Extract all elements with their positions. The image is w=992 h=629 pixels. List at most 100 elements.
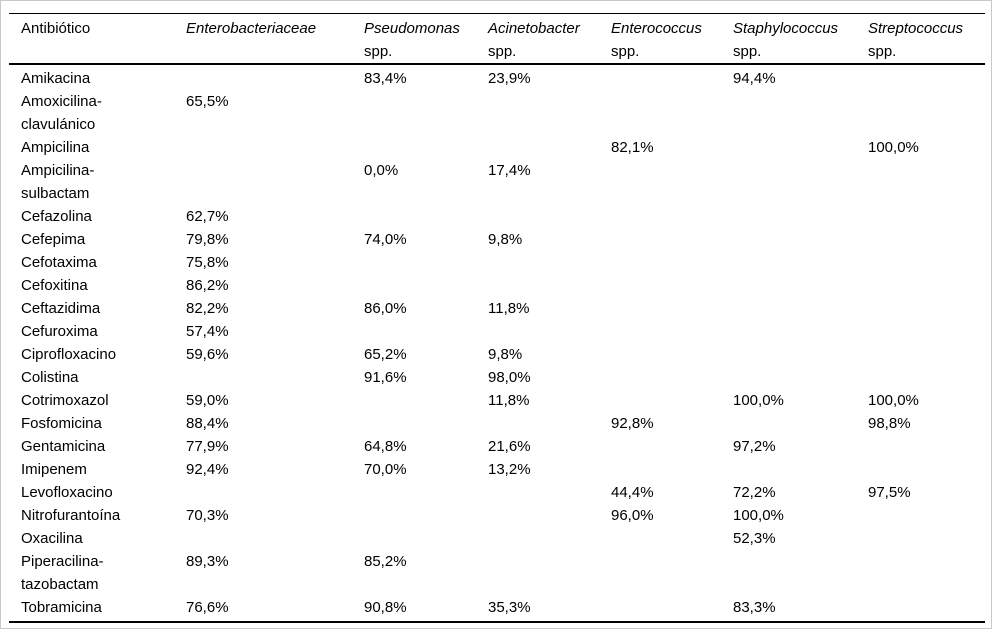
species-suffix: spp. [733, 43, 762, 60]
value-cell-streptococcus: 98,8% [868, 415, 911, 432]
value-cell-pseudomonas [352, 274, 476, 297]
value-cell-streptococcus [856, 458, 985, 481]
value-cell-enterococcus [599, 274, 721, 297]
value-cell-streptococcus [856, 596, 985, 622]
value-cell-enterobacteriaceae [174, 136, 352, 159]
species-suffix: spp. [364, 43, 393, 60]
antibiotic-name-cell: Amoxicilina- clavulánico [21, 93, 102, 133]
value-cell-enterococcus: 96,0% [611, 507, 654, 524]
value-cell-pseudomonas [352, 136, 476, 159]
value-cell-acinetobacter [476, 205, 599, 228]
value-cell-enterobacteriaceae: 62,7% [186, 208, 229, 225]
antibiotic-name-cell: Ampicilina [21, 139, 90, 156]
value-cell-pseudomonas [352, 481, 476, 504]
value-cell-pseudomonas: 86,0% [364, 300, 407, 317]
value-cell-enterococcus [599, 389, 721, 412]
value-cell-staphylococcus [721, 343, 856, 366]
value-cell-enterococcus [599, 550, 721, 596]
value-cell-enterococcus: 44,4% [611, 484, 654, 501]
value-cell-acinetobacter: 9,8% [488, 231, 523, 248]
genus-name: Enterococcus [611, 20, 702, 37]
antibiotic-name-cell: Fosfomicina [21, 415, 102, 432]
value-cell-staphylococcus [721, 228, 856, 251]
value-cell-enterobacteriaceae: 75,8% [186, 254, 229, 271]
antibiotic-name-cell: Ampicilina- sulbactam [21, 162, 95, 202]
value-cell-acinetobacter [476, 274, 599, 297]
value-cell-acinetobacter [476, 412, 599, 435]
table-row: Colistina 91,6% 98,0% [9, 366, 985, 389]
value-cell-pseudomonas: 74,0% [364, 231, 407, 248]
table-row: Gentamicina 77,9% 64,8% 21,6% 97,2% [9, 435, 985, 458]
value-cell-streptococcus [856, 435, 985, 458]
value-cell-staphylococcus: 97,2% [733, 438, 776, 455]
genus-name: Streptococcus [868, 20, 964, 37]
antibiotic-name-cell: Ciprofloxacino [21, 346, 117, 363]
value-cell-acinetobacter [476, 320, 599, 343]
value-cell-streptococcus [856, 251, 985, 274]
table-row: Piperacilina- tazobactam 89,3% 85,2% [9, 550, 985, 596]
antibiotic-name-cell: Oxacilina [21, 530, 83, 547]
value-cell-enterococcus [599, 527, 721, 550]
value-cell-enterobacteriaceae: 76,6% [186, 599, 229, 616]
table-header-row: Antibiótico Enterobacteriaceae Pseudomonas… [9, 13, 985, 65]
antibiotic-name-cell: Gentamicina [21, 438, 106, 455]
column-header-antibiotico: Antibiótico [9, 13, 174, 65]
antibiotic-name-cell: Cotrimoxazol [21, 392, 109, 409]
value-cell-enterococcus [599, 228, 721, 251]
value-cell-streptococcus: 100,0% [868, 392, 919, 409]
antibiotic-name-cell: Cefepima [21, 231, 86, 248]
value-cell-streptococcus [856, 90, 985, 136]
value-cell-staphylococcus [721, 297, 856, 320]
value-cell-enterobacteriaceae: 57,4% [186, 323, 229, 340]
genus-name: Staphylococcus [733, 20, 839, 37]
value-cell-pseudomonas: 85,2% [364, 553, 407, 570]
value-cell-pseudomonas [352, 389, 476, 412]
table-row: Cefepima 79,8% 74,0% 9,8% [9, 228, 985, 251]
value-cell-enterococcus [599, 90, 721, 136]
value-cell-acinetobacter: 98,0% [488, 369, 531, 386]
value-cell-streptococcus: 100,0% [868, 139, 919, 156]
antibiotic-name-cell: Tobramicina [21, 599, 102, 616]
value-cell-acinetobacter: 21,6% [488, 438, 531, 455]
value-cell-enterococcus: 82,1% [611, 139, 654, 156]
value-cell-enterococcus [599, 458, 721, 481]
value-cell-streptococcus [856, 159, 985, 205]
value-cell-staphylococcus [721, 90, 856, 136]
table-row: Tobramicina 76,6% 90,8% 35,3% 83,3% [9, 596, 985, 622]
column-header-acinetobacter: Acinetobacter spp. [476, 13, 599, 65]
value-cell-acinetobacter [476, 527, 599, 550]
value-cell-pseudomonas [352, 527, 476, 550]
table-row: Ampicilina 82,1% 100,0% [9, 136, 985, 159]
value-cell-acinetobacter [476, 90, 599, 136]
value-cell-enterococcus [599, 320, 721, 343]
value-cell-enterococcus [599, 297, 721, 320]
table-row: Fosfomicina 88,4% 92,8% 98,8% [9, 412, 985, 435]
value-cell-enterococcus: 92,8% [611, 415, 654, 432]
value-cell-staphylococcus [721, 251, 856, 274]
antibiotic-name-cell: Colistina [21, 369, 79, 386]
value-cell-staphylococcus [721, 366, 856, 389]
genus-name: Acinetobacter [488, 20, 580, 37]
value-cell-enterococcus [599, 251, 721, 274]
table-row: Oxacilina 52,3% [9, 527, 985, 550]
value-cell-pseudomonas: 90,8% [364, 599, 407, 616]
species-suffix: spp. [868, 43, 897, 60]
table-row: Amikacina 83,4% 23,9% 94,4% [9, 64, 985, 90]
value-cell-pseudomonas: 64,8% [364, 438, 407, 455]
value-cell-pseudomonas [352, 205, 476, 228]
table-body: Amikacina 83,4% 23,9% 94,4% Amoxicilina- cla… [9, 64, 985, 622]
value-cell-acinetobacter: 23,9% [488, 70, 531, 87]
genus-name: Pseudomonas [364, 20, 460, 37]
value-cell-enterobacteriaceae [174, 527, 352, 550]
column-header-staphylococcus: Staphylococcus spp. [721, 13, 856, 65]
value-cell-staphylococcus [721, 550, 856, 596]
value-cell-acinetobacter [476, 136, 599, 159]
value-cell-enterobacteriaceae: 88,4% [186, 415, 229, 432]
value-cell-staphylococcus: 72,2% [733, 484, 776, 501]
value-cell-streptococcus [856, 297, 985, 320]
value-cell-streptococcus [856, 228, 985, 251]
value-cell-enterococcus [599, 205, 721, 228]
table-row: Levofloxacino 44,4% 72,2% 97,5% [9, 481, 985, 504]
value-cell-streptococcus [856, 527, 985, 550]
species-suffix: spp. [488, 43, 517, 60]
